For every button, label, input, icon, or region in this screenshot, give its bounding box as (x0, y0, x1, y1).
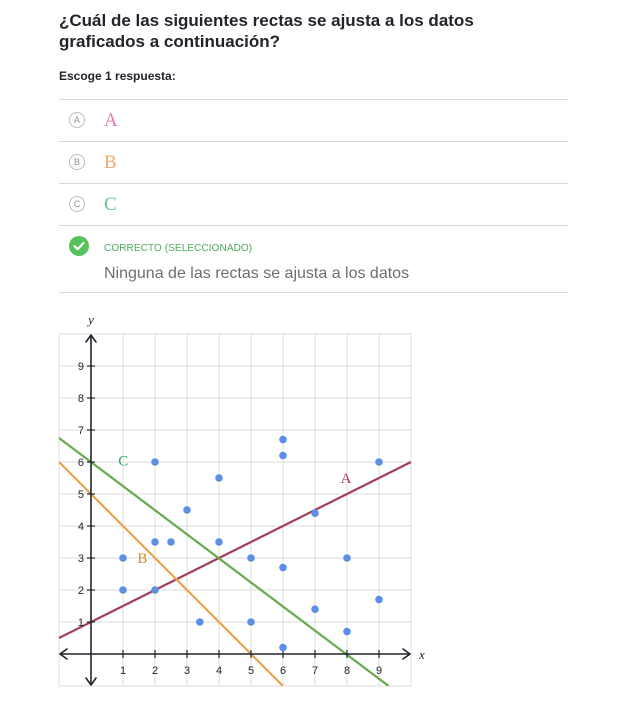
check-icon (69, 236, 89, 256)
data-point (183, 506, 191, 514)
choice-a-label: A (104, 110, 118, 131)
x-tick-label: 5 (248, 665, 254, 677)
data-point (343, 627, 351, 636)
x-tick-label: 3 (184, 665, 190, 677)
data-point (247, 618, 255, 626)
y-axis-label: y (86, 312, 94, 327)
y-tick-label: 6 (78, 457, 84, 469)
data-point (375, 458, 383, 466)
fit-line-b (59, 461, 284, 686)
data-point (279, 451, 287, 460)
data-point (119, 586, 127, 594)
answer-choices: A A B B C C CORRECTO (SELECCIONADO) Ning… (59, 99, 568, 293)
data-point (279, 435, 287, 444)
x-axis-arrow-left (59, 648, 68, 660)
line-label-a: A (341, 471, 352, 487)
line-label-b: B (137, 551, 147, 567)
data-point (151, 538, 159, 546)
choice-c[interactable]: C C (59, 183, 568, 225)
data-point (279, 643, 287, 652)
data-point (311, 605, 319, 613)
choice-b-label: B (104, 152, 117, 173)
data-point (119, 554, 127, 562)
x-axis-label: x (418, 647, 425, 662)
data-point (375, 595, 383, 604)
y-axis-arrow-down (85, 677, 97, 686)
choice-a[interactable]: A A (59, 99, 568, 141)
data-point (151, 586, 159, 594)
correct-status-label: CORRECTO (SELECCIONADO) (104, 243, 253, 254)
data-point (196, 618, 204, 626)
y-tick-label: 8 (78, 393, 84, 405)
x-tick-label: 8 (344, 665, 350, 677)
y-tick-label: 2 (78, 585, 84, 597)
question-text: ¿Cuál de las siguientes rectas se ajusta… (59, 11, 474, 51)
data-point (247, 554, 255, 562)
data-point (167, 538, 175, 546)
plot-area (58, 333, 412, 687)
choice-none-label: Ninguna de las rectas se ajusta a los da… (104, 265, 410, 282)
instruction-text: Escoge 1 respuesta: (59, 69, 176, 83)
x-tick-label: 1 (120, 665, 126, 677)
choice-c-label: C (104, 194, 117, 215)
x-axis-arrow-right (402, 648, 411, 660)
data-point (343, 554, 351, 562)
data-point (311, 509, 319, 517)
fit-line-a (59, 461, 411, 639)
choice-none[interactable]: CORRECTO (SELECCIONADO) Ninguna de las r… (59, 225, 568, 293)
x-tick-label: 2 (152, 665, 158, 677)
line-label-c: C (118, 453, 128, 469)
choice-b[interactable]: B B (59, 141, 568, 183)
choice-b-letter: B (69, 154, 85, 170)
data-point (215, 538, 223, 546)
y-axis-arrow-up (85, 334, 97, 343)
fit-line-c (59, 437, 390, 686)
data-point (215, 474, 223, 482)
x-tick-label: 7 (312, 665, 318, 677)
y-tick-label: 3 (78, 553, 84, 565)
x-tick-label: 9 (376, 665, 382, 677)
y-tick-label: 7 (78, 425, 84, 437)
y-tick-label: 1 (78, 617, 84, 629)
data-point (279, 563, 287, 572)
y-tick-label: 4 (78, 521, 84, 533)
y-tick-label: 5 (78, 489, 84, 501)
y-tick-label: 9 (78, 361, 84, 373)
x-tick-label: 4 (216, 665, 222, 677)
x-tick-label: 6 (280, 665, 286, 677)
choice-a-letter: A (69, 112, 85, 128)
data-point (151, 458, 159, 466)
choice-c-letter: C (69, 196, 85, 212)
